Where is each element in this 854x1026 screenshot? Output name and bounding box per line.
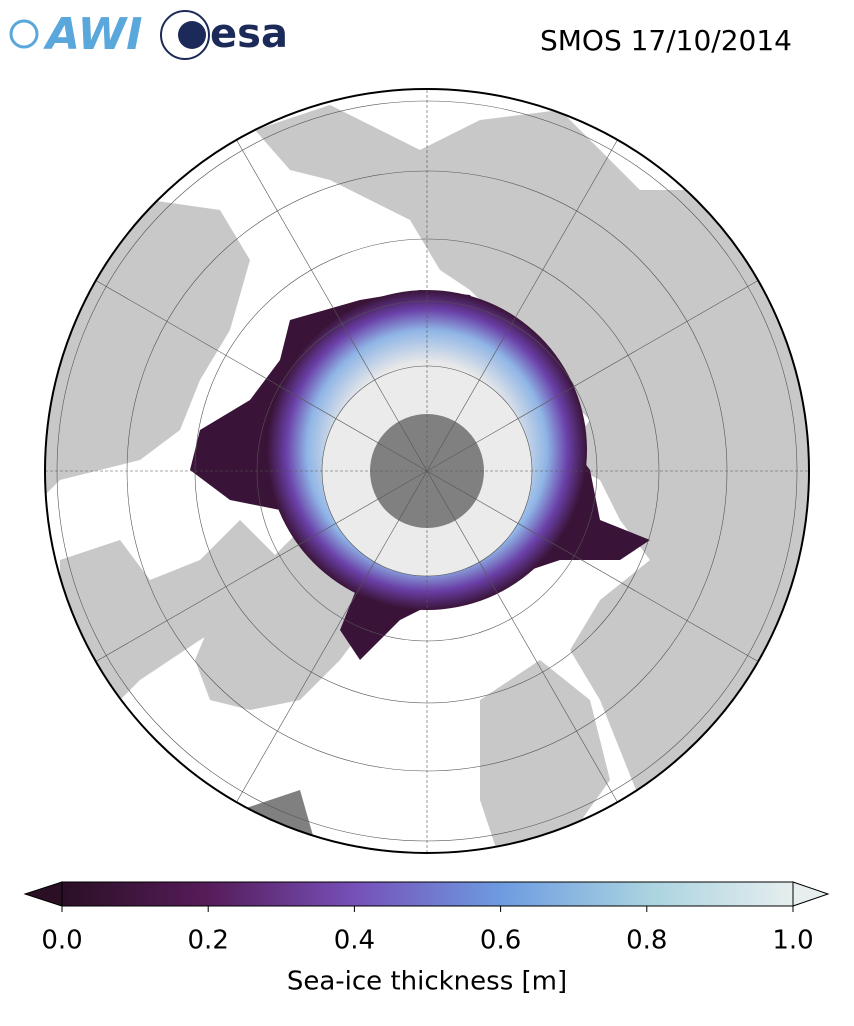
esa-text: esa bbox=[210, 11, 288, 57]
colorbar-tick-label: 1.0 bbox=[772, 926, 813, 956]
colorbar-extend-high bbox=[792, 881, 830, 907]
colorbar-extend-low bbox=[23, 881, 63, 907]
colorbar: 0.0 0.2 0.4 0.6 0.8 1.0 bbox=[23, 881, 830, 956]
map bbox=[45, 89, 809, 853]
awi-text: AWI bbox=[43, 9, 143, 60]
colorbar-tick-label: 0.6 bbox=[480, 926, 521, 956]
colorbar-label: Sea-ice thickness [m] bbox=[287, 967, 567, 997]
esa-logo: esa bbox=[160, 10, 288, 60]
map-frame bbox=[44, 88, 810, 854]
colorbar-tick-label: 0.4 bbox=[334, 926, 375, 956]
colorbar-tick-label: 0.0 bbox=[41, 926, 82, 956]
awi-logo: AWI bbox=[9, 9, 143, 60]
graticule bbox=[45, 89, 809, 853]
colorbar-bar bbox=[61, 881, 794, 907]
colorbar-tick-label: 0.2 bbox=[188, 926, 229, 956]
title: SMOS 17/10/2014 bbox=[540, 24, 792, 57]
colorbar-tick-label: 0.8 bbox=[626, 926, 667, 956]
